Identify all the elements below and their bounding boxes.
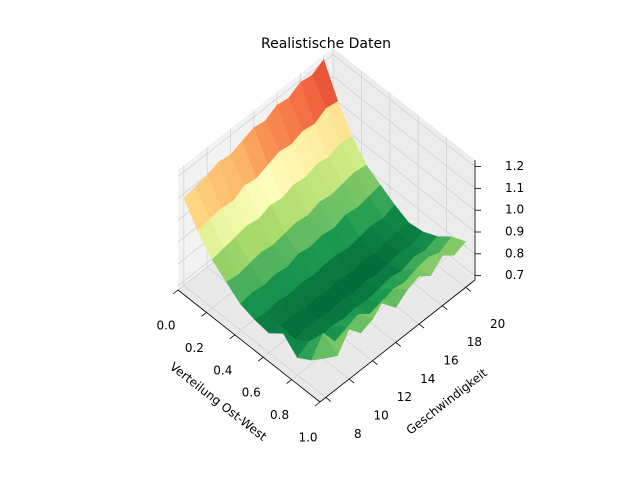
y-tick (418, 323, 425, 329)
x-tick-label: 0.2 (185, 341, 204, 355)
y-axis-line (319, 279, 476, 403)
y-tick-label: 8 (354, 427, 362, 441)
pane-right (333, 48, 475, 280)
y-tick-label: 18 (467, 335, 482, 349)
y-tick-label: 12 (397, 390, 412, 404)
grid-line (183, 285, 327, 398)
y-tick (465, 287, 471, 292)
x-tick (286, 379, 292, 384)
x-axis-line (177, 289, 321, 403)
x-tick-label: 0.4 (213, 363, 232, 377)
x-tick-label: 1.0 (298, 431, 317, 445)
grid-line (332, 97, 476, 211)
x-tick-label: 0.6 (242, 386, 261, 400)
z-tick-label: 0.7 (505, 268, 524, 282)
grid-line (177, 54, 334, 177)
x-tick (172, 289, 179, 295)
x-tick (229, 334, 236, 340)
y-tick (395, 342, 402, 347)
chart-title: Realistische Daten (261, 36, 391, 52)
x-tick-label: 0.0 (156, 319, 175, 333)
y-tick (372, 360, 378, 366)
y-tick (325, 397, 332, 402)
z-tick-label: 0.8 (505, 246, 524, 260)
y-tick-label: 16 (443, 354, 458, 368)
z-tick-label: 1.0 (505, 203, 524, 217)
y-tick (348, 378, 355, 384)
y-tick (442, 305, 448, 310)
y-tick-label: 10 (373, 409, 388, 423)
grid-line (332, 76, 476, 189)
y-tick-label: 14 (420, 372, 435, 386)
grid-line (332, 119, 476, 233)
x-tick-label: 0.8 (270, 408, 289, 422)
surface-patch (311, 332, 338, 361)
x-tick (257, 356, 264, 362)
x-tick (201, 312, 207, 317)
x-tick (314, 401, 321, 407)
z-tick-label: 0.9 (505, 225, 524, 239)
z-tick-label: 1.1 (505, 181, 524, 195)
grid-line (332, 54, 476, 167)
y-axis-label: Geschwindigkeit (404, 366, 490, 438)
y-tick-label: 20 (490, 317, 505, 331)
z-tick-label: 1.2 (505, 159, 524, 173)
